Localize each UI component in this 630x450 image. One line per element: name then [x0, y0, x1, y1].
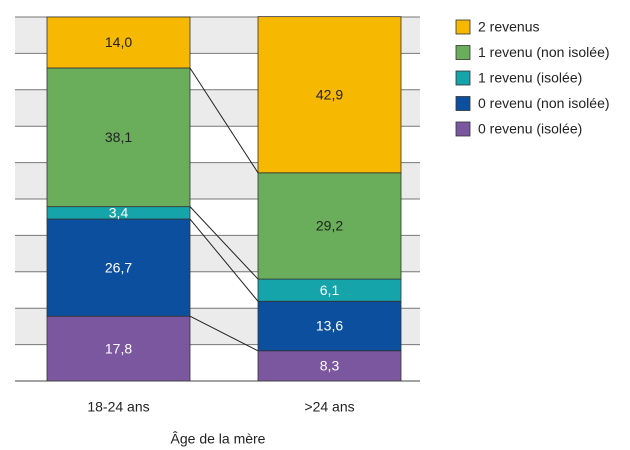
bar-segment: [257, 16, 402, 174]
legend-swatch: [455, 96, 471, 111]
value-label: 6,1: [320, 282, 340, 298]
legend-label: 0 revenu (non isolée): [478, 95, 610, 111]
value-label: 8,3: [320, 358, 340, 374]
value-label: 29,2: [316, 218, 343, 234]
connector: [189, 206, 259, 280]
connector: [189, 315, 259, 352]
bar-segment: [257, 350, 402, 382]
value-label: 42,9: [316, 86, 343, 102]
legend-label: 1 revenu (non isolée): [478, 44, 610, 60]
x-tick-label: >24 ans: [304, 399, 354, 415]
legend-label: 1 revenu (isolée): [478, 70, 582, 86]
value-label: 17,8: [105, 340, 132, 356]
value-label: 3,4: [109, 205, 129, 221]
legend-swatch: [455, 121, 471, 137]
legend-swatch: [455, 70, 471, 86]
connector: [189, 67, 259, 174]
value-label: 14,0: [105, 34, 132, 50]
connector: [189, 218, 259, 302]
bar-segment: [46, 67, 191, 208]
x-tick-label: 18-24 ans: [87, 399, 149, 415]
value-label: 38,1: [105, 129, 132, 145]
legend-swatch: [455, 45, 471, 60]
bar-segment: [46, 16, 191, 69]
value-label: 13,6: [316, 318, 343, 334]
legend-swatch: [455, 19, 471, 35]
legend-label: 2 revenus: [478, 19, 539, 35]
x-axis-label: Âge de la mère: [171, 431, 266, 447]
value-label: 26,7: [105, 259, 132, 275]
bar-segment: [257, 172, 402, 280]
legend-label: 0 revenu (isolée): [478, 121, 582, 137]
bar-segment: [46, 218, 191, 317]
